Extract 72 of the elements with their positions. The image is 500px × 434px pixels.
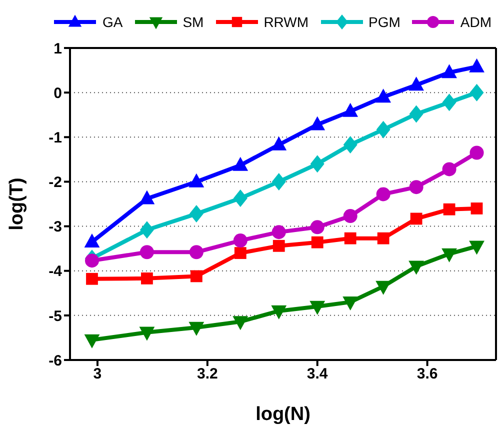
- point: [272, 225, 286, 240]
- x-tick-label: 3: [93, 366, 102, 383]
- point: [376, 280, 392, 295]
- x-tick-label: 3.2: [196, 366, 218, 383]
- point: [409, 180, 424, 194]
- point: [188, 322, 204, 336]
- point: [84, 334, 100, 348]
- point: [376, 187, 390, 202]
- point: [139, 190, 155, 204]
- point: [190, 270, 202, 282]
- point: [342, 102, 358, 117]
- point: [271, 136, 287, 150]
- point: [189, 205, 204, 223]
- point: [343, 136, 358, 154]
- point: [189, 245, 204, 260]
- point: [140, 245, 154, 260]
- legend-label: PGM: [368, 14, 400, 30]
- point: [310, 300, 326, 315]
- point: [409, 105, 424, 123]
- point: [310, 116, 326, 130]
- legend-label: GA: [102, 14, 123, 30]
- point: [470, 146, 484, 160]
- point: [343, 209, 358, 224]
- point: [234, 247, 246, 259]
- point: [310, 155, 324, 173]
- point: [377, 232, 390, 244]
- point: [232, 316, 248, 330]
- point: [442, 248, 457, 262]
- x-tick-label: 3.6: [416, 366, 438, 383]
- point: [376, 88, 392, 103]
- point: [233, 234, 248, 248]
- point: [443, 203, 456, 216]
- point: [140, 221, 154, 239]
- point: [272, 240, 285, 252]
- point: [469, 240, 484, 255]
- legend-label: SM: [182, 14, 204, 30]
- point: [233, 189, 248, 207]
- legend-label: ADM: [460, 14, 492, 30]
- point: [310, 220, 324, 234]
- y-tick-label: -3: [48, 218, 62, 236]
- point: [342, 296, 358, 310]
- point: [141, 272, 153, 284]
- point: [470, 202, 483, 214]
- point: [408, 260, 424, 275]
- x-tick-label: 3.4: [306, 366, 328, 383]
- point: [410, 212, 422, 225]
- point: [139, 326, 155, 341]
- y-tick-label: -4: [48, 263, 63, 280]
- point: [86, 272, 98, 285]
- legend-label: RRWM: [264, 14, 309, 30]
- point: [470, 84, 484, 102]
- y-tick-label: 1: [54, 40, 62, 58]
- point: [271, 305, 287, 320]
- x-axis-title: log(N): [256, 404, 310, 425]
- point: [232, 156, 248, 171]
- point: [188, 173, 204, 188]
- point: [84, 254, 99, 268]
- y-tick-label: -6: [48, 352, 62, 370]
- point: [376, 120, 390, 138]
- point: [442, 94, 456, 112]
- y-tick-label: -1: [48, 129, 62, 146]
- point: [442, 162, 456, 176]
- point: [344, 232, 356, 244]
- y-tick-label: 0: [54, 84, 62, 102]
- point: [442, 64, 457, 78]
- point: [272, 172, 286, 190]
- point: [469, 58, 484, 72]
- point: [408, 76, 424, 91]
- y-tick-label: -2: [48, 174, 62, 192]
- y-tick-label: -5: [48, 308, 62, 325]
- y-axis-title: log(T): [6, 178, 28, 230]
- point: [311, 236, 324, 248]
